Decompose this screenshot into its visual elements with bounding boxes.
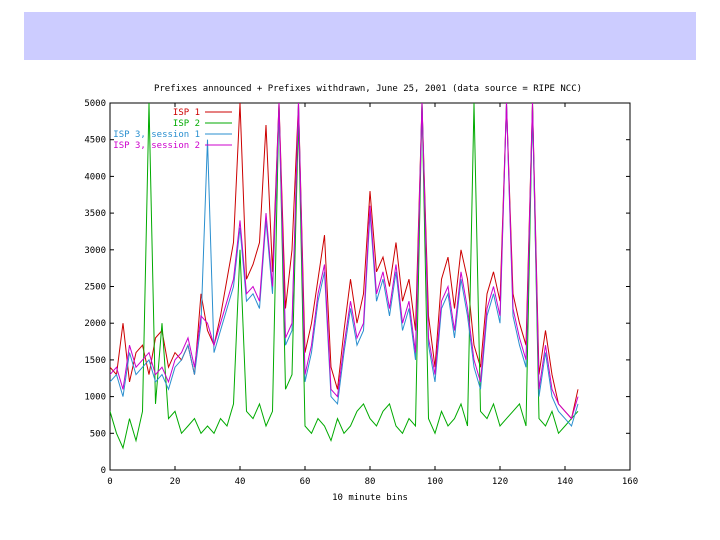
series-line-4 bbox=[110, 103, 579, 420]
x-axis-label: 10 minute bins bbox=[332, 493, 408, 503]
chart-axes: 0 20 40 60 80 100 120 140 160 0 500 1000 1500 2000 250… bbox=[84, 99, 638, 487]
chart-title: Prefixes announced + Prefixes withdrawn,… bbox=[154, 84, 582, 94]
plot-frame bbox=[109, 102, 631, 471]
y-tick-label: 2000 bbox=[84, 319, 106, 329]
y-tick-label: 0 bbox=[101, 466, 106, 476]
y-tick-label: 2500 bbox=[84, 283, 106, 293]
x-tick-label: 20 bbox=[170, 477, 181, 487]
legend-label-3: ISP 3, session 1 bbox=[113, 130, 200, 140]
x-tick-label: 120 bbox=[492, 477, 508, 487]
legend-label-4: ISP 3, session 2 bbox=[113, 141, 200, 151]
y-tick-label: 5000 bbox=[84, 99, 106, 109]
y-tick-label: 500 bbox=[90, 429, 106, 439]
slide-title-banner bbox=[24, 12, 696, 60]
y-tick-label: 1500 bbox=[84, 356, 106, 366]
x-tick-label: 140 bbox=[557, 477, 573, 487]
x-tick-label: 60 bbox=[300, 477, 311, 487]
legend-label-2: ISP 2 bbox=[173, 119, 200, 129]
x-tick-label: 100 bbox=[427, 477, 443, 487]
x-tick-label: 40 bbox=[235, 477, 246, 487]
x-tick-label: 0 bbox=[107, 477, 112, 487]
y-tick-label: 4500 bbox=[84, 136, 106, 146]
series-line-3 bbox=[110, 103, 579, 428]
legend-label-1: ISP 1 bbox=[173, 108, 200, 118]
y-tick-label: 3000 bbox=[84, 246, 106, 256]
y-tick-label: 3500 bbox=[84, 209, 106, 219]
y-tick-label: 4000 bbox=[84, 172, 106, 182]
y-tick-label: 1000 bbox=[84, 393, 106, 403]
chart-series-layer bbox=[110, 103, 579, 450]
series-line-2 bbox=[110, 103, 579, 450]
x-tick-label: 160 bbox=[622, 477, 638, 487]
x-tick-label: 80 bbox=[365, 477, 376, 487]
